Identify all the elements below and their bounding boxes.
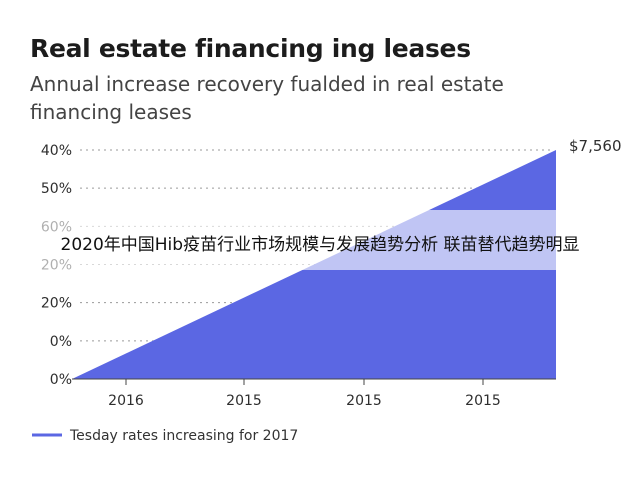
- chart-title: Real estate financing ing leases: [30, 34, 471, 63]
- y-tick-label: 0%: [50, 372, 72, 388]
- legend: Tesday rates increasing for 2017: [32, 428, 298, 444]
- y-tick-label: 50%: [41, 181, 72, 197]
- x-tick-label: 2016: [108, 393, 144, 409]
- y-tick-label: 20%: [41, 296, 72, 312]
- legend-label: Tesday rates increasing for 2017: [69, 428, 298, 444]
- x-tick-label: 2015: [346, 393, 382, 409]
- x-tick-label: 2015: [226, 393, 262, 409]
- end-value-label: $7,560: [569, 137, 622, 155]
- y-tick-label: 0%: [50, 334, 72, 350]
- x-tick-label: 2015: [465, 393, 501, 409]
- x-axis-ticks: 2016 2015 2015 2015: [72, 378, 556, 409]
- overlay-banner-background: [0, 210, 640, 270]
- y-tick-label: 40%: [41, 143, 72, 159]
- chart-subtitle: Annual increase recovery fualded in real…: [30, 72, 504, 124]
- overlay-banner-text: 2020年中国Hib疫苗行业市场规模与发展趋势分析 联苗替代趋势明显: [60, 235, 580, 255]
